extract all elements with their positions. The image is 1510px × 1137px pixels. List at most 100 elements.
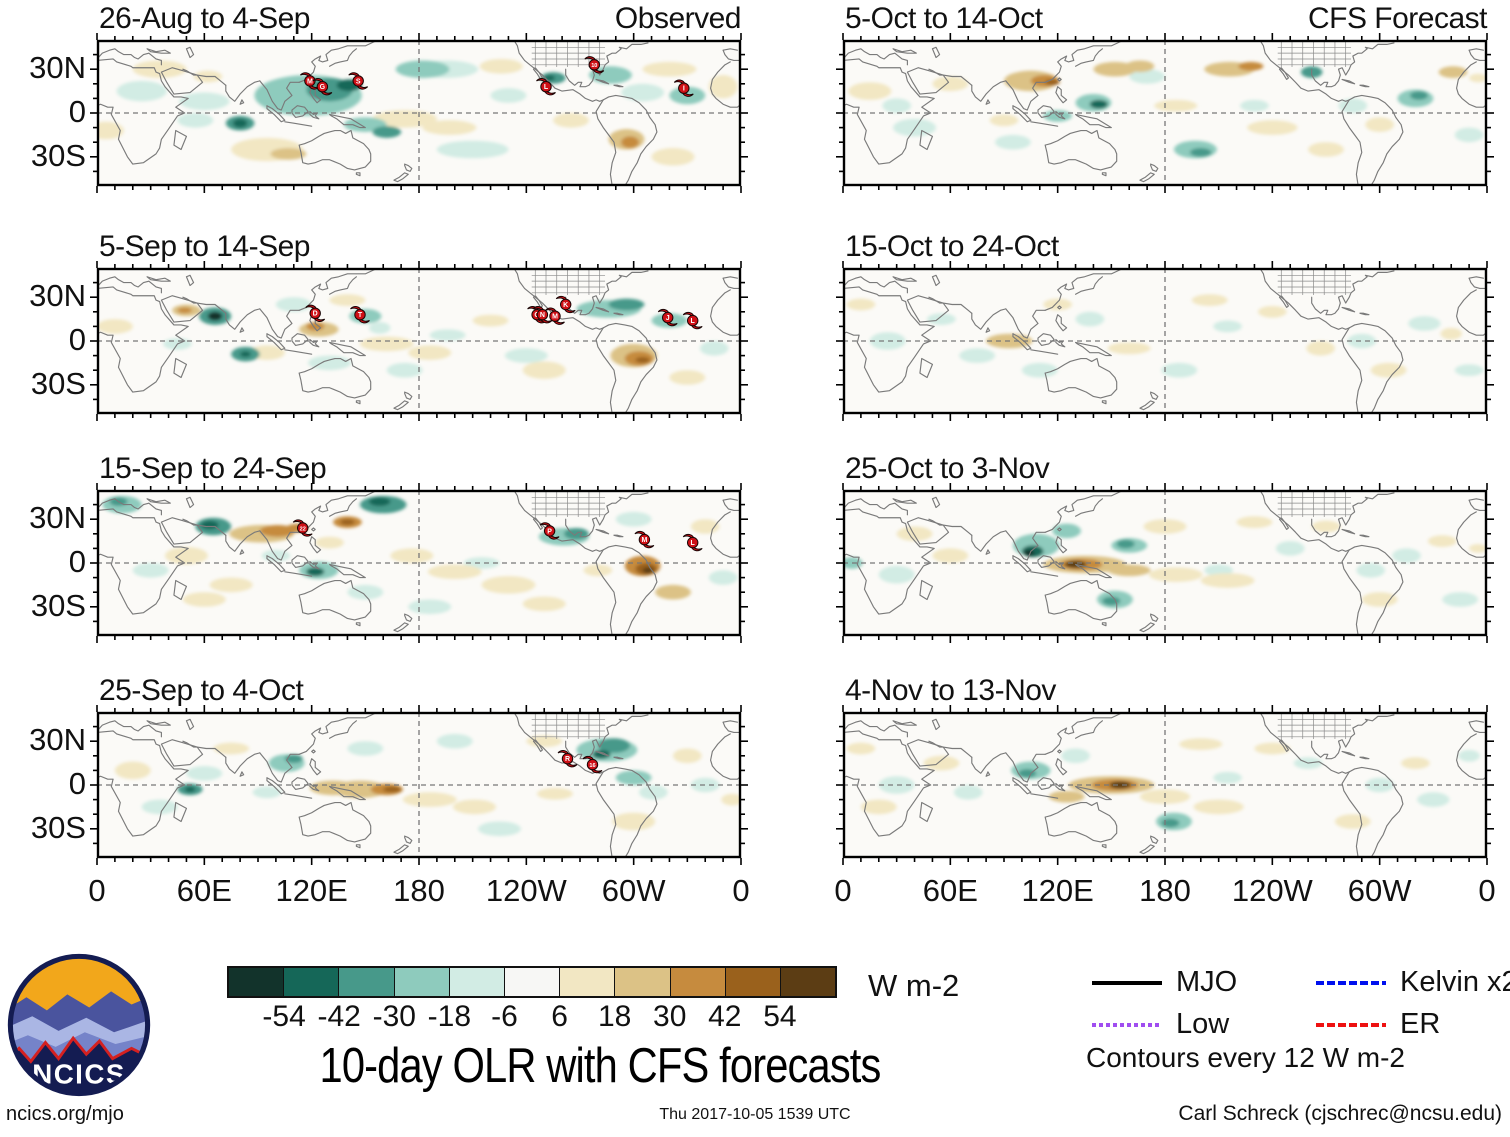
longitude-tick-label: 120E xyxy=(275,873,348,908)
storm-symbol-L: L xyxy=(682,311,703,330)
map-panel: DTONMKJL xyxy=(90,261,748,421)
colorbar-segment xyxy=(615,968,671,996)
legend-line-mjo xyxy=(1092,981,1162,985)
svg-text:P: P xyxy=(547,528,552,535)
storm-symbol-I: I xyxy=(673,79,694,97)
colorbar-tick-label: -18 xyxy=(427,1000,472,1033)
footer-url: ncics.org/mjo xyxy=(6,1103,124,1125)
longitude-tick-label: 60E xyxy=(922,873,978,908)
footer-credit: Carl Schreck (cjschrec@ncsu.edu) xyxy=(1178,1102,1502,1125)
panel-title: 15-Oct to 24-Oct xyxy=(845,230,1059,263)
svg-text:L: L xyxy=(691,540,696,547)
colorbar-tick-label: 6 xyxy=(551,1000,568,1033)
longitude-tick-label: 120W xyxy=(485,873,567,908)
map-overlay xyxy=(836,261,1494,421)
svg-text:22: 22 xyxy=(300,526,306,532)
svg-text:J: J xyxy=(666,315,670,322)
storm-symbol-M: M xyxy=(545,307,565,325)
storm-symbol-10: 10 xyxy=(584,56,605,74)
svg-text:K: K xyxy=(563,302,568,309)
storm-symbol-L: L xyxy=(682,533,703,552)
colorbar-tick-label: 30 xyxy=(653,1000,687,1033)
panel-title: 25-Sep to 4-Oct xyxy=(99,674,304,707)
latitude-tick-label: 0 xyxy=(68,544,86,579)
latitude-tick-label: 0 xyxy=(68,322,86,357)
map-overlay: R 16 xyxy=(90,705,748,865)
svg-text:G: G xyxy=(320,84,326,91)
legend-line-low xyxy=(1092,1023,1162,1027)
map-panel xyxy=(836,705,1494,865)
map-panel: 22 P M L xyxy=(90,483,748,643)
storm-symbol-16: 16 xyxy=(582,755,603,774)
colorbar xyxy=(227,966,837,998)
storm-symbol-J: J xyxy=(657,308,678,327)
colorbar-segment xyxy=(504,968,561,996)
svg-text:I: I xyxy=(683,86,685,93)
longitude-tick-label: 60W xyxy=(601,873,666,908)
ncics-logo-image: NCICS xyxy=(7,953,151,1097)
map-panel xyxy=(836,261,1494,421)
colorbar-segment xyxy=(449,968,505,996)
storm-symbol-D: D xyxy=(305,304,326,322)
storm-symbol-K: K xyxy=(555,295,576,314)
colorbar-tick-label: 54 xyxy=(763,1000,797,1033)
latitude-tick-label: 30S xyxy=(30,137,86,173)
svg-text:L: L xyxy=(691,318,696,325)
colorbar-tick-label: -42 xyxy=(317,1000,361,1033)
panel-title: 15-Sep to 24-Sep xyxy=(99,452,327,485)
svg-text:10: 10 xyxy=(591,63,597,69)
legend-line-er xyxy=(1316,1023,1386,1027)
latitude-tick-label: 30S xyxy=(30,809,86,845)
colorbar-segment xyxy=(284,968,340,996)
storm-symbol-M: M xyxy=(300,72,320,90)
panel-corner-label: Observed xyxy=(614,2,742,35)
storm-symbol-S: S xyxy=(348,72,369,90)
latitude-tick-label: 30N xyxy=(29,722,86,758)
latitude-tick-label: 30N xyxy=(29,278,86,314)
legend-line-kelvin-x2 xyxy=(1316,981,1386,985)
colorbar-unit-label: W m-2 xyxy=(868,968,960,1003)
panel-title: 5-Oct to 14-Oct xyxy=(845,2,1043,35)
map-panel xyxy=(836,33,1494,193)
svg-text:M: M xyxy=(552,314,558,321)
storm-symbol-N: N xyxy=(532,306,553,324)
storm-symbol-R: R xyxy=(557,750,578,768)
longitude-tick-label: 120E xyxy=(1021,873,1094,908)
longitude-tick-label: 0 xyxy=(834,873,852,908)
longitude-tick-label: 60E xyxy=(176,873,232,908)
panel-title: 25-Oct to 3-Nov xyxy=(845,452,1050,485)
map-canvas xyxy=(97,40,741,186)
map-panel xyxy=(836,483,1494,643)
colorbar-tick-label: -54 xyxy=(262,1000,306,1033)
colorbar-segment xyxy=(229,968,285,996)
storm-symbol-L: L xyxy=(536,78,556,96)
svg-text:M: M xyxy=(641,537,647,544)
longitude-tick-label: 60W xyxy=(1347,873,1412,908)
svg-text:16: 16 xyxy=(589,763,595,769)
map-panel: R 16 xyxy=(90,705,748,865)
legend-label: ER xyxy=(1400,1008,1441,1040)
latitude-tick-label: 0 xyxy=(68,766,86,801)
colorbar-segment xyxy=(670,968,726,996)
storm-symbol-P: P xyxy=(539,522,560,540)
svg-text:M: M xyxy=(307,78,313,85)
legend-label: MJO xyxy=(1176,966,1238,998)
ncics-logo: NCICS xyxy=(6,952,152,1098)
storm-symbol-T: T xyxy=(350,306,370,324)
colorbar-tick-label: 18 xyxy=(597,1000,632,1033)
legend-label: Low xyxy=(1176,1008,1230,1040)
colorbar-tick-label: 42 xyxy=(708,1000,742,1033)
colorbar-segment xyxy=(394,968,450,996)
footer-timestamp: Thu 2017-10-05 1539 UTC xyxy=(659,1106,851,1123)
svg-text:N: N xyxy=(540,312,545,319)
map-panel: M G S 10 L I xyxy=(90,33,748,193)
svg-text:S: S xyxy=(356,78,361,85)
latitude-tick-label: 0 xyxy=(68,94,86,129)
colorbar-segment xyxy=(560,968,616,996)
legend-label: Kelvin x2 xyxy=(1400,966,1510,998)
longitude-tick-label: 0 xyxy=(1478,873,1496,908)
figure-title: 10-day OLR with CFS forecasts xyxy=(319,1039,882,1093)
map-overlay: 22 P M L xyxy=(90,483,748,643)
colorbar-tick-label: -30 xyxy=(372,1000,416,1033)
